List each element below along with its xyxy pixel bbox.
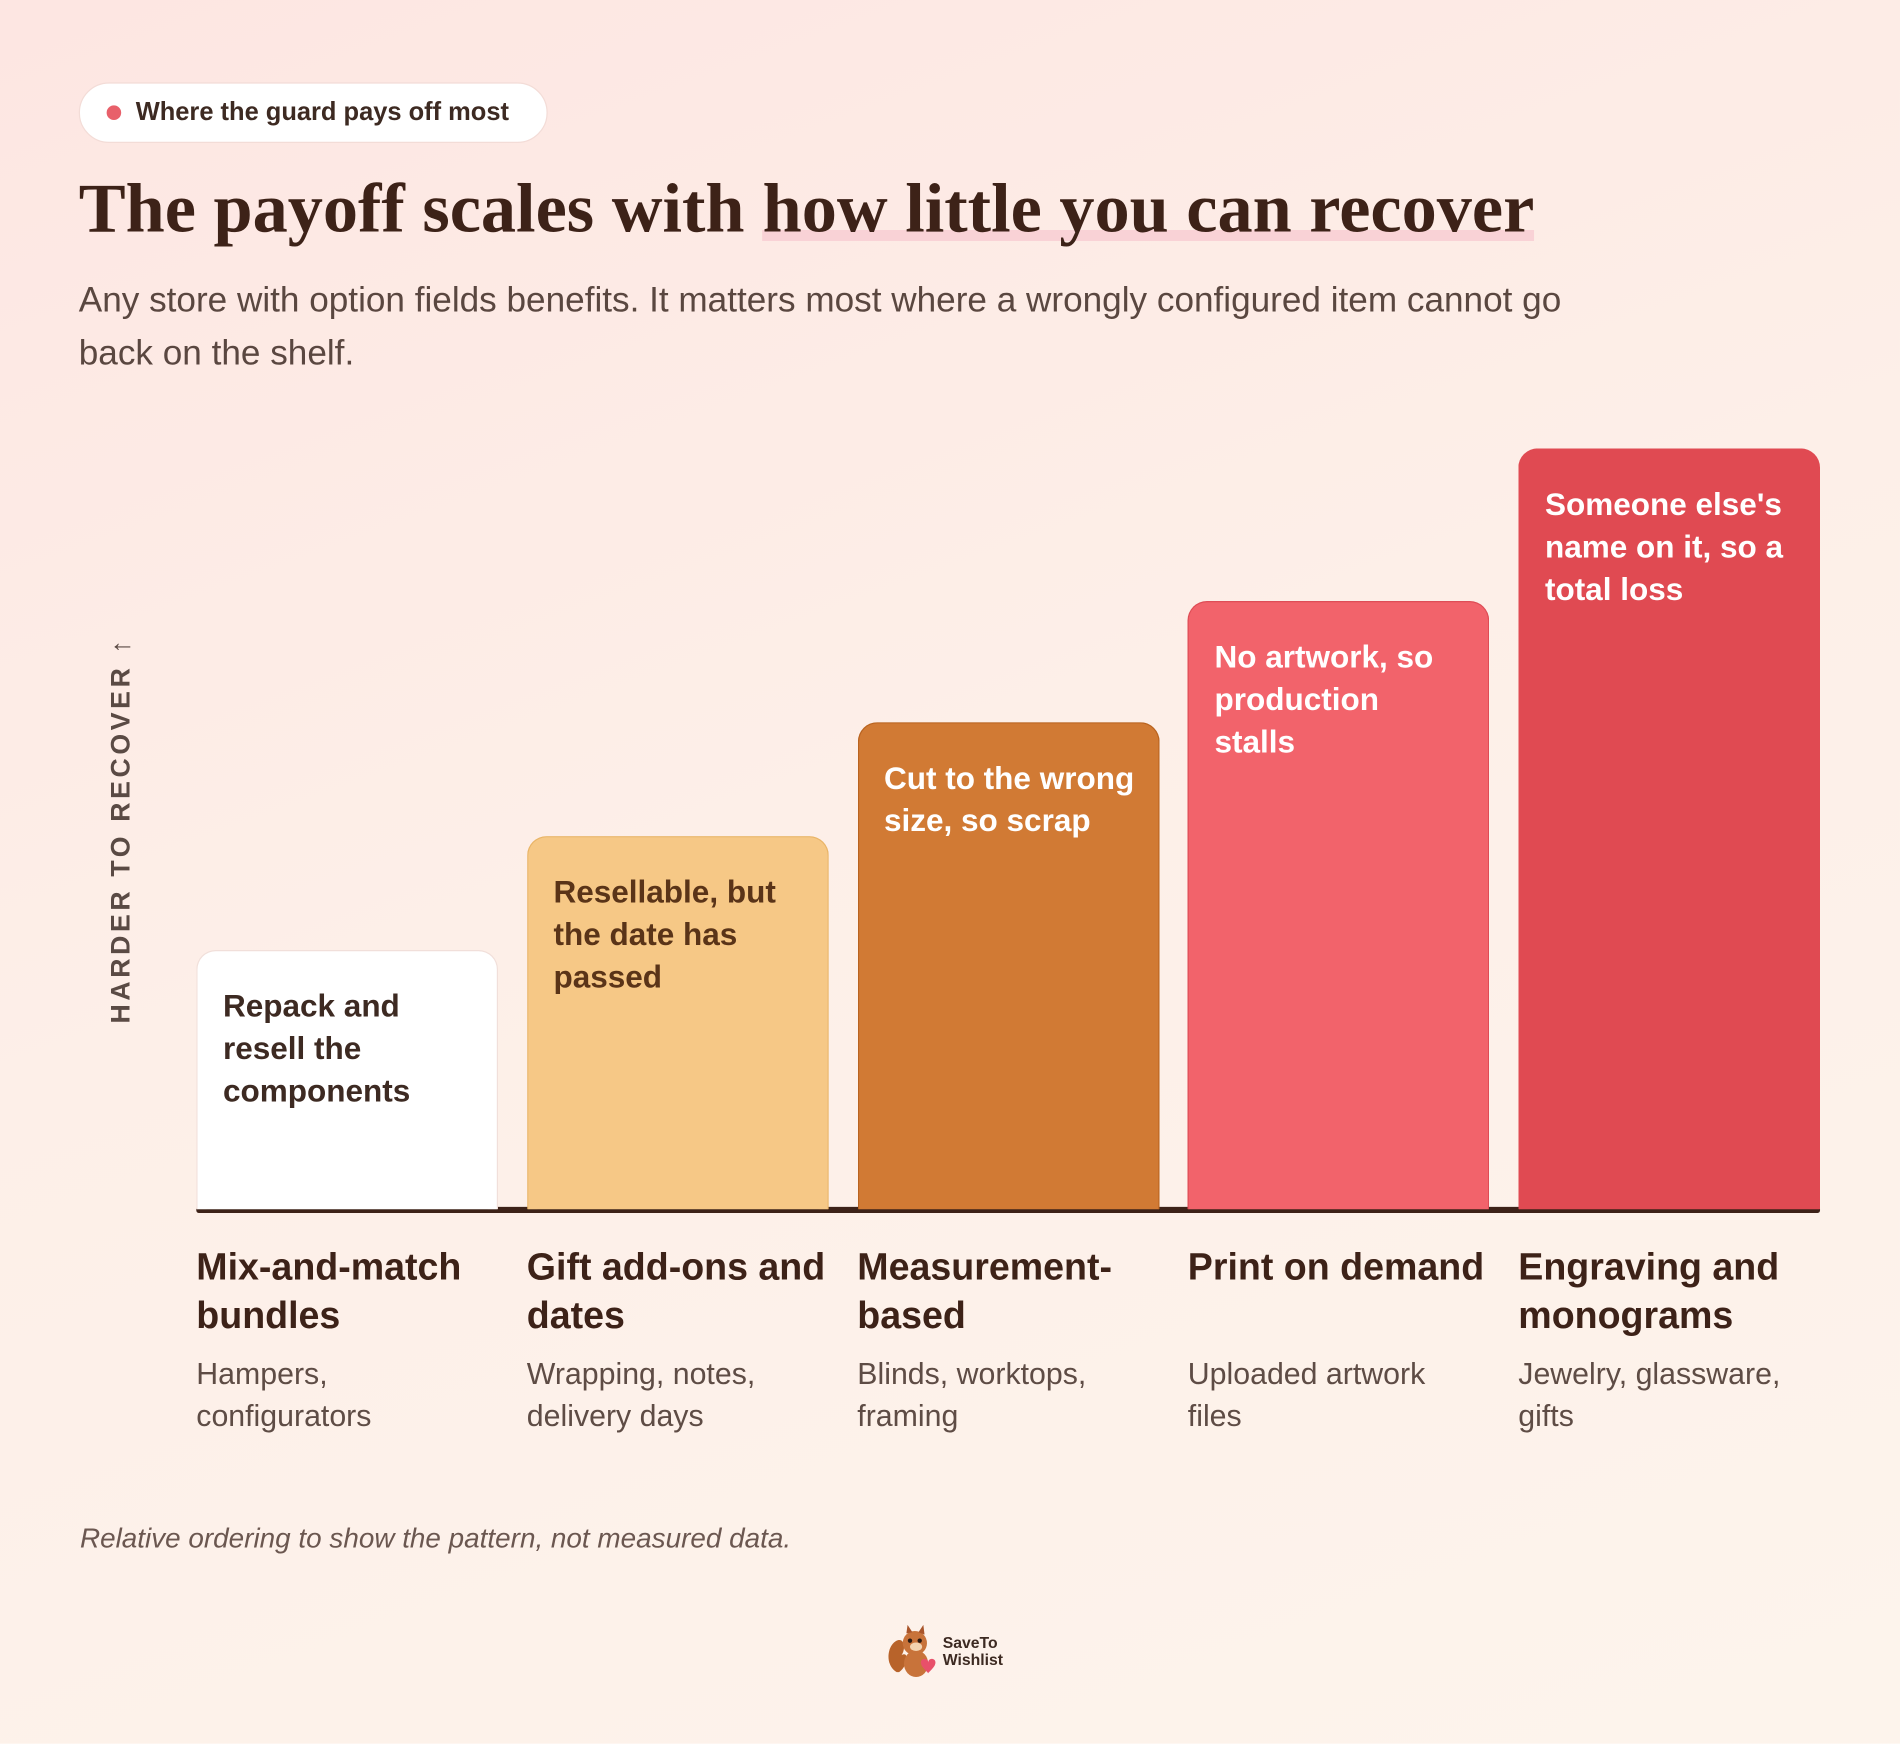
brand-line: SaveTo [942, 1633, 998, 1652]
title-text: The payoff scales with [78, 168, 745, 248]
category-description: Blinds, worktops, framing [857, 1357, 1087, 1434]
category-description: Jewelry, glassware, gifts [1518, 1357, 1781, 1434]
bar-label: Someone else's name on it, so a total lo… [1544, 485, 1784, 608]
brand-line: Wishlist [942, 1650, 1003, 1669]
y-axis-label: HARDER TO RECOVER ↑ [105, 636, 136, 1024]
brand-icon [888, 1624, 936, 1678]
title: The payoff scales with how little you can… [79, 167, 1535, 248]
baseline [196, 1206, 1821, 1213]
category-description: Uploaded artwork files [1187, 1357, 1426, 1434]
bar-label: No artwork, so production stalls [1214, 638, 1434, 760]
category-label: Print on demand [1187, 1245, 1485, 1289]
bar-label: Repack and resell the components [222, 988, 411, 1110]
title-highlight: how little you can recover [762, 168, 1535, 248]
category-label: Mix-and-match bundles [196, 1245, 462, 1337]
category-label: Gift add-ons and dates [526, 1245, 826, 1337]
category-description: Hampers, configurators [196, 1357, 372, 1434]
bar: Resellable, but the date has passed [526, 836, 829, 1210]
category-label: Measurement-based [857, 1245, 1112, 1337]
bar-label: Cut to the wrong size, so scrap [883, 759, 1135, 839]
category-label: Engraving and monograms [1518, 1245, 1780, 1337]
category-description: Wrapping, notes, delivery days [526, 1357, 756, 1434]
footnote: Relative ordering to show the pattern, n… [79, 1521, 792, 1554]
brand-logo: SaveTo Wishlist [885, 1624, 1003, 1680]
badge-text: Where the guard pays off most [135, 98, 509, 127]
bar: Someone else's name on it, so a total lo… [1518, 448, 1821, 1210]
subtitle: Any store with option fields benefits. I… [78, 281, 1562, 374]
bar: Cut to the wrong size, so scrap [857, 722, 1160, 1210]
bar: No artwork, so production stalls [1187, 600, 1490, 1210]
brand-text: SaveTo Wishlist [942, 1633, 1003, 1669]
badge-dot [106, 105, 122, 120]
bar-label: Resellable, but the date has passed [553, 873, 776, 996]
badge: Where the guard pays off most [78, 82, 548, 143]
bar: Repack and resell the components [196, 950, 499, 1210]
